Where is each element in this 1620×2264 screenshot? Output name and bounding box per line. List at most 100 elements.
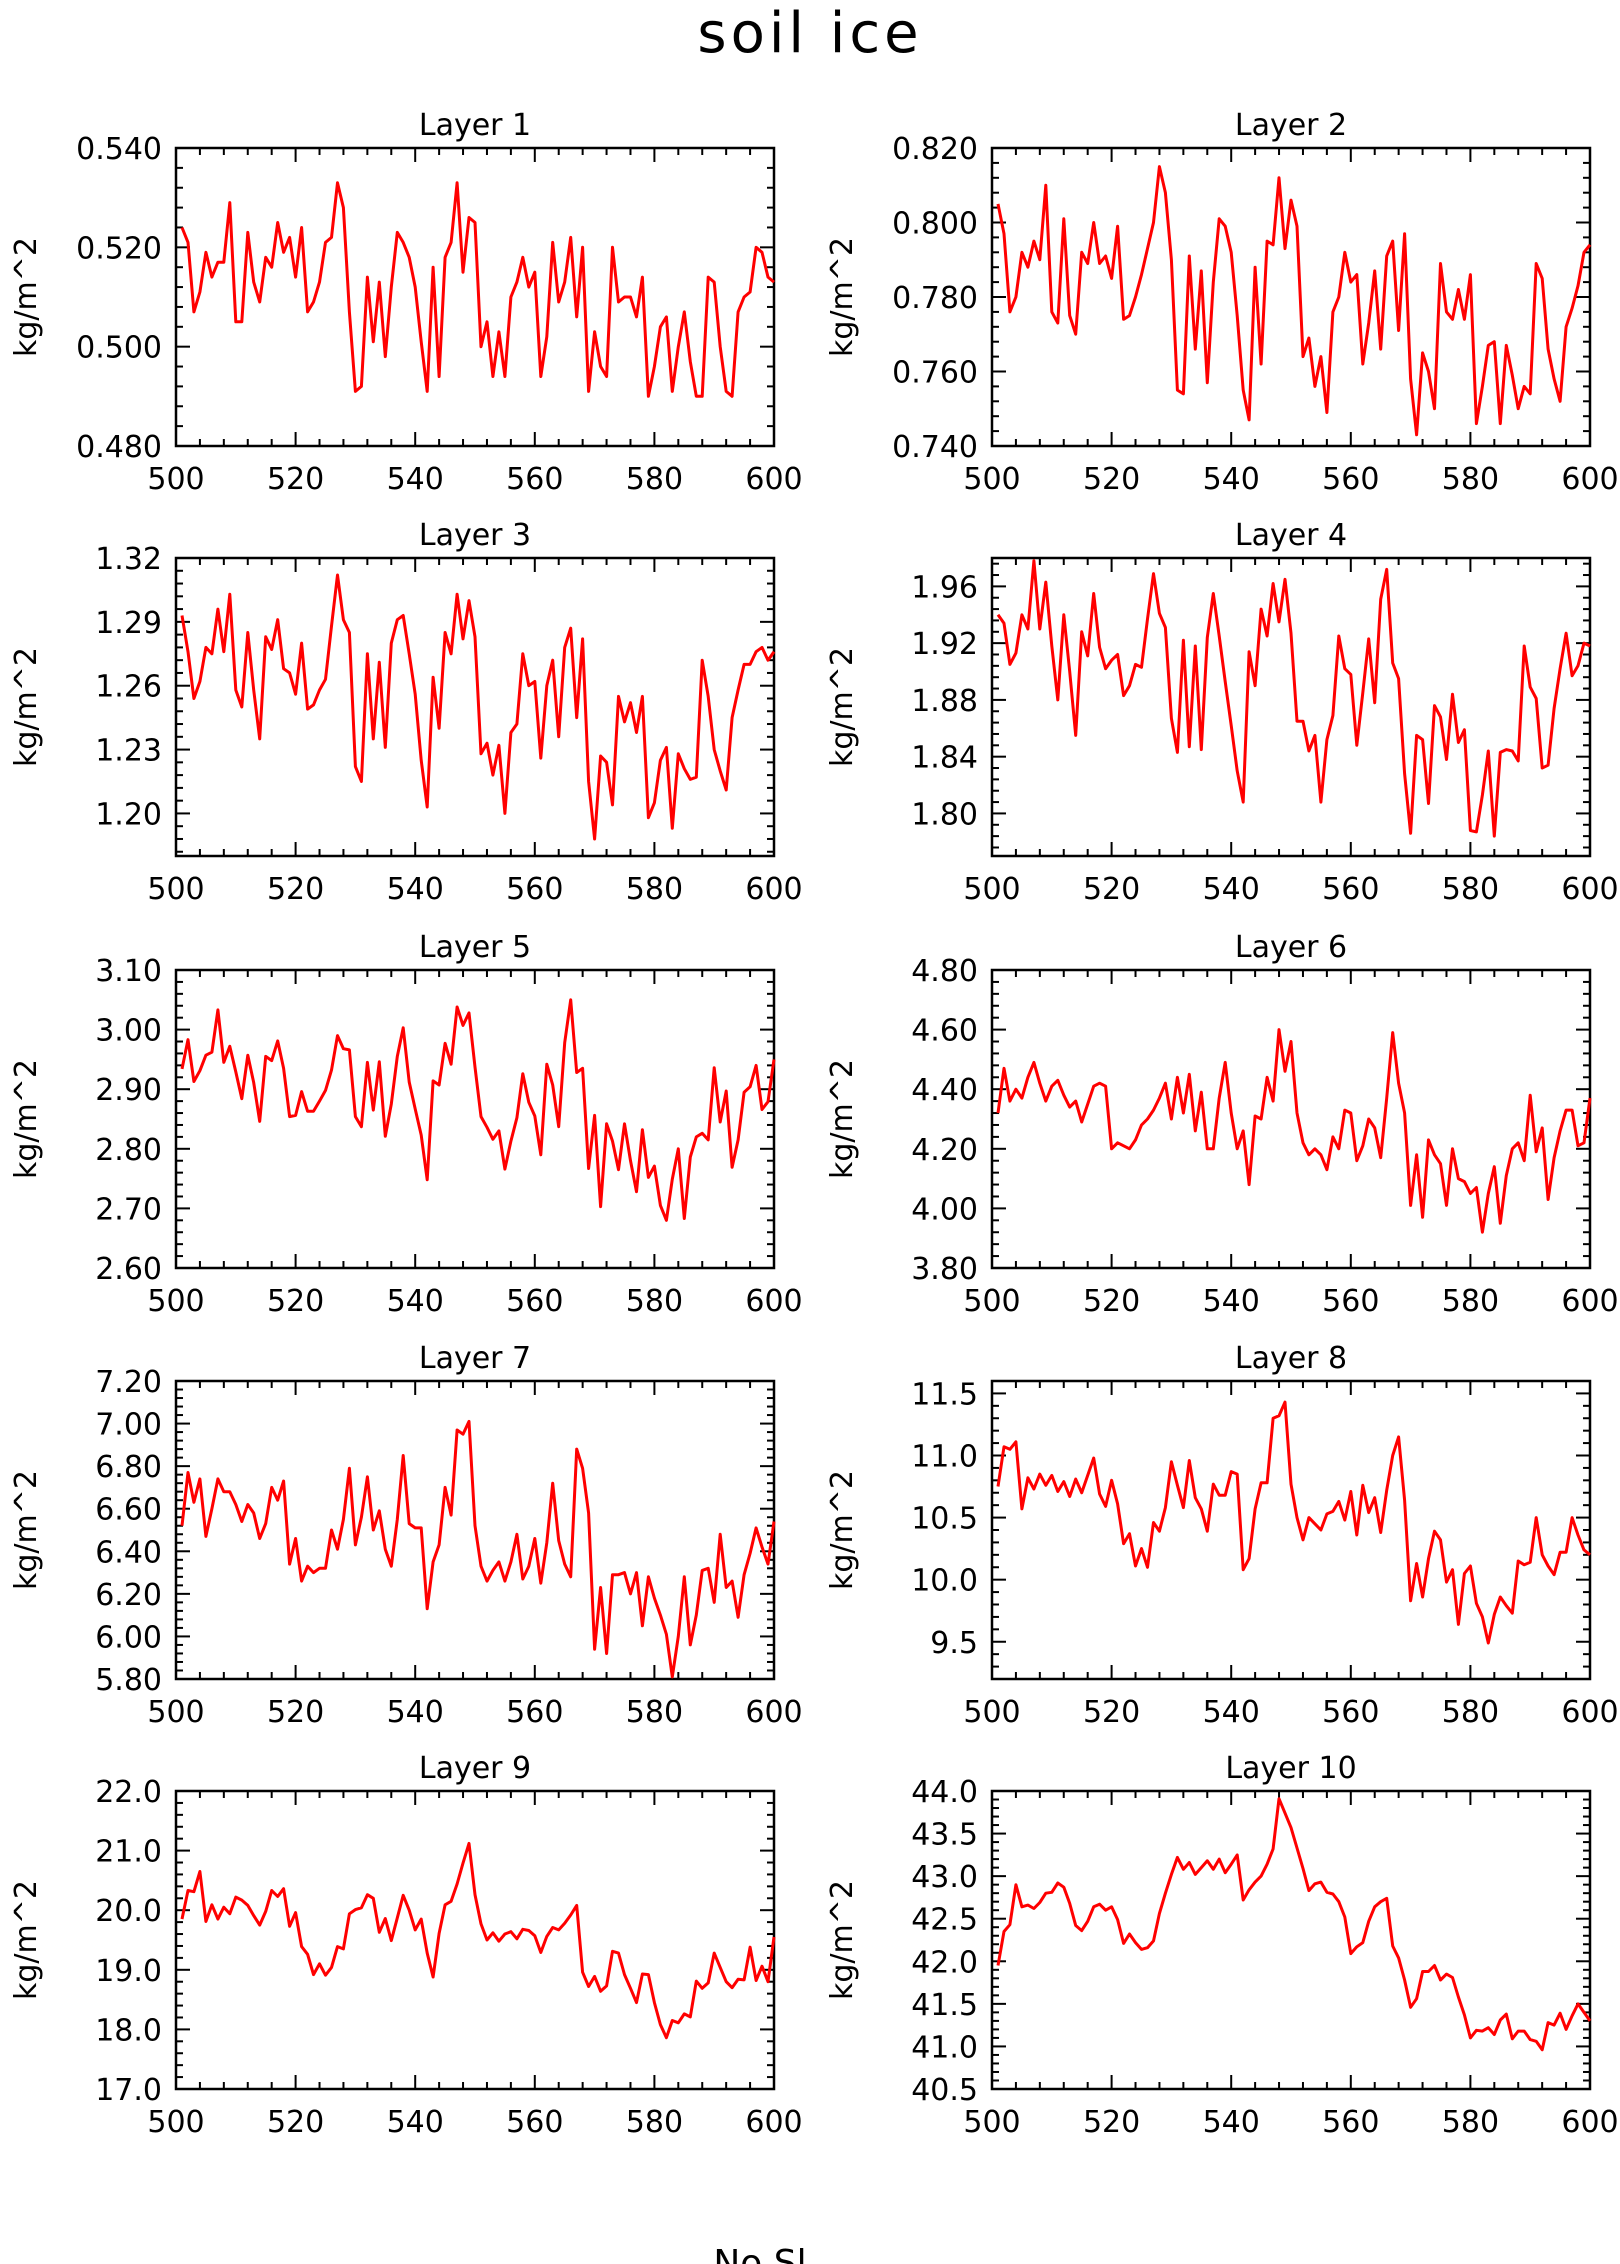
y-tick-label: 3.10 — [95, 954, 162, 989]
y-tick-label: 3.00 — [95, 1014, 162, 1049]
plot-frame — [990, 1379, 1592, 1681]
chart-panel-4: Layer 4 kg/m^2 500 520 540 560 580 600 1.80 1.84 1… — [825, 518, 1619, 907]
y-tick-label: 42.0 — [911, 1945, 978, 1980]
y-tick-label: 40.5 — [911, 2073, 978, 2108]
x-tick-label: 520 — [1083, 1695, 1140, 1730]
x-tick-label: 560 — [506, 872, 563, 907]
x-tick-label: 580 — [626, 1695, 683, 1730]
chart-panel-3: Layer 3 kg/m^2 500 520 540 560 580 600 1.20 1.23 1… — [9, 518, 803, 907]
panel-title: Layer 8 — [1235, 1341, 1347, 1376]
y-tick-label: 20.0 — [95, 1894, 162, 1929]
y-axis-label: kg/m^2 — [825, 1059, 860, 1179]
x-tick-label: 520 — [1083, 2105, 1140, 2140]
series-line — [180, 1841, 776, 2040]
y-tick-label: 0.740 — [892, 430, 978, 465]
y-tick-label: 4.40 — [911, 1073, 978, 1108]
x-tick-label: 500 — [963, 872, 1020, 907]
x-tick-label: 500 — [147, 872, 204, 907]
panel-title: Layer 9 — [419, 1751, 531, 1786]
plot-frame — [174, 968, 776, 1270]
series-line — [996, 165, 1592, 437]
x-tick-label: 500 — [963, 1695, 1020, 1730]
x-tick-label: 580 — [1442, 1284, 1499, 1319]
panel-title: Layer 6 — [1235, 930, 1347, 965]
y-tick-label: 1.23 — [95, 734, 162, 769]
y-tick-label: 2.70 — [95, 1192, 162, 1227]
panel-title: Layer 10 — [1225, 1751, 1356, 1786]
x-tick-label: 560 — [506, 462, 563, 497]
x-tick-label: 500 — [963, 2105, 1020, 2140]
x-tick-label: 540 — [1203, 1695, 1260, 1730]
series-line — [180, 181, 775, 398]
y-tick-label: 1.92 — [911, 627, 978, 662]
x-tick-label: 520 — [1083, 1284, 1140, 1319]
y-tick-label: 11.5 — [911, 1377, 978, 1412]
y-tick-label: 0.520 — [76, 231, 162, 266]
plot-frame — [990, 146, 1592, 448]
x-tick-label: 580 — [1442, 872, 1499, 907]
y-tick-label: 4.60 — [911, 1014, 978, 1049]
plot-frame — [990, 968, 1592, 1270]
x-tick-label: 540 — [387, 1284, 444, 1319]
x-tick-label: 500 — [963, 1284, 1020, 1319]
y-axis-label: kg/m^2 — [825, 647, 860, 767]
y-axis-label: kg/m^2 — [9, 237, 44, 357]
y-tick-label: 4.00 — [911, 1192, 978, 1227]
y-tick-label: 4.80 — [911, 954, 978, 989]
y-tick-label: 10.5 — [911, 1502, 978, 1537]
x-tick-label: 560 — [1322, 462, 1379, 497]
series-line — [180, 573, 776, 841]
x-tick-label: 540 — [1203, 1284, 1260, 1319]
y-tick-label: 1.32 — [95, 542, 162, 577]
x-tick-label: 520 — [267, 1284, 324, 1319]
x-tick-label: 520 — [1083, 462, 1140, 497]
x-tick-label: 520 — [267, 2105, 324, 2140]
x-tick-label: 600 — [1561, 872, 1618, 907]
y-tick-label: 1.84 — [911, 741, 978, 776]
y-tick-label: 0.800 — [892, 207, 978, 242]
x-tick-label: 540 — [1203, 872, 1260, 907]
y-tick-label: 18.0 — [95, 2013, 162, 2048]
x-tick-label: 540 — [387, 1695, 444, 1730]
y-axis-label: kg/m^2 — [825, 1880, 860, 2000]
y-tick-label: 1.80 — [911, 797, 978, 832]
x-tick-label: 500 — [147, 1695, 204, 1730]
x-tick-label: 520 — [1083, 872, 1140, 907]
x-tick-label: 500 — [147, 462, 204, 497]
y-tick-label: 2.80 — [95, 1133, 162, 1168]
y-tick-label: 0.540 — [76, 132, 162, 167]
panel-title: Layer 7 — [419, 1341, 531, 1376]
y-tick-label: 2.60 — [95, 1252, 162, 1287]
x-tick-label: 580 — [1442, 2105, 1499, 2140]
y-tick-label: 2.90 — [95, 1073, 162, 1108]
y-axis-label: kg/m^2 — [9, 647, 44, 767]
x-tick-label: 520 — [267, 1695, 324, 1730]
y-tick-label: 21.0 — [95, 1835, 162, 1870]
y-tick-label: 43.0 — [911, 1860, 978, 1895]
y-tick-label: 1.96 — [911, 570, 978, 605]
x-tick-label: 520 — [267, 462, 324, 497]
y-axis-label: kg/m^2 — [9, 1059, 44, 1179]
y-axis-label: kg/m^2 — [9, 1470, 44, 1590]
y-tick-label: 1.29 — [95, 606, 162, 641]
y-tick-label: 5.80 — [95, 1663, 162, 1698]
series-line — [996, 1028, 1592, 1234]
y-axis-label: kg/m^2 — [9, 1880, 44, 2000]
y-tick-label: 0.780 — [892, 281, 978, 316]
y-axis-label: kg/m^2 — [825, 1470, 860, 1590]
x-tick-label: 600 — [745, 872, 802, 907]
chart-panel-1: Layer 1 kg/m^2 500 520 540 560 580 600 0.480 0.50… — [9, 108, 803, 497]
y-tick-label: 10.0 — [911, 1564, 978, 1599]
chart-panel-10: Layer 10 kg/m^2 500 520 540 560 580 600 40.5 41.0… — [825, 1751, 1619, 2140]
y-tick-label: 6.20 — [95, 1578, 162, 1613]
x-tick-label: 600 — [1561, 1284, 1618, 1319]
panel-title: Layer 1 — [419, 108, 531, 143]
plot-frame — [990, 1789, 1592, 2091]
y-tick-label: 4.20 — [911, 1133, 978, 1168]
y-tick-label: 41.5 — [911, 1988, 978, 2023]
y-tick-label: 44.0 — [911, 1775, 978, 1810]
x-tick-label: 560 — [506, 2105, 563, 2140]
x-tick-label: 540 — [387, 462, 444, 497]
series-line — [180, 998, 776, 1222]
x-tick-label: 560 — [506, 1695, 563, 1730]
